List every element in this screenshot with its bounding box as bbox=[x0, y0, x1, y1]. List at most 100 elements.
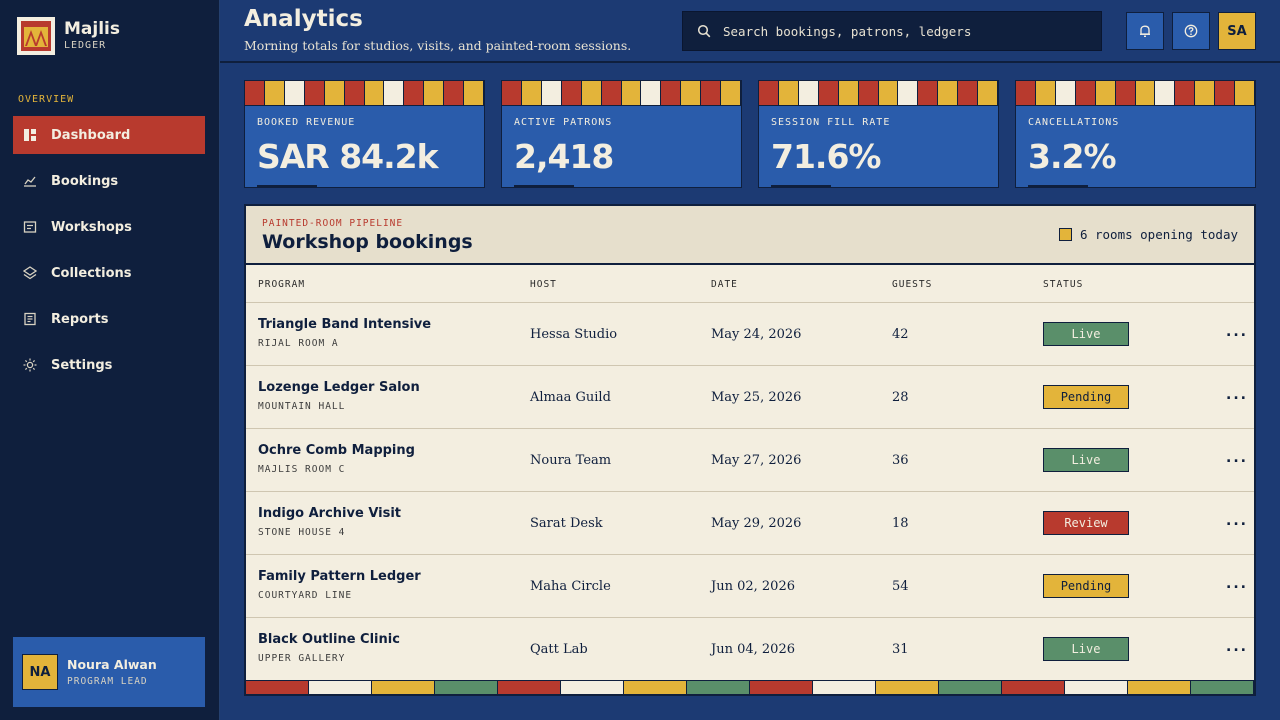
nav-section-label: OVERVIEW bbox=[18, 94, 75, 105]
kpi-label: SESSION FILL RATE bbox=[771, 117, 891, 128]
pattern-tile bbox=[309, 681, 372, 694]
date-cell: Jun 04, 2026 bbox=[711, 642, 795, 657]
majlis-logo-icon bbox=[17, 17, 55, 55]
pattern-tile bbox=[1175, 81, 1196, 105]
status-badge: Pending bbox=[1043, 385, 1129, 409]
kpi-value: SAR 84.2k bbox=[257, 137, 439, 176]
status-badge: Live bbox=[1043, 322, 1129, 346]
kpi-pattern-strip bbox=[245, 81, 484, 106]
pattern-tile bbox=[372, 681, 435, 694]
pattern-tile bbox=[759, 81, 779, 105]
page-title: Analytics bbox=[244, 6, 363, 32]
pattern-tile bbox=[561, 681, 624, 694]
date-cell: May 29, 2026 bbox=[711, 516, 802, 531]
pattern-tile bbox=[324, 81, 345, 105]
sidebar-item-workshops[interactable]: Workshops bbox=[13, 208, 205, 246]
sidebar-item-dashboard[interactable]: Dashboard bbox=[13, 116, 205, 154]
row-more-button[interactable]: ... bbox=[1226, 513, 1248, 529]
kpi-card-session-fill-rate: SESSION FILL RATE 71.6% bbox=[758, 80, 999, 188]
sidebar-item-label: Bookings bbox=[51, 173, 119, 189]
sidebar-item-bookings[interactable]: Bookings bbox=[13, 162, 205, 200]
notifications-button[interactable] bbox=[1126, 12, 1164, 50]
sidebar-item-reports[interactable]: Reports bbox=[13, 300, 205, 338]
status-badge: Review bbox=[1043, 511, 1129, 535]
column-header-program[interactable]: PROGRAM bbox=[258, 279, 306, 290]
rooms-opening-legend: 6 rooms opening today bbox=[1058, 227, 1238, 242]
pattern-tile bbox=[601, 81, 622, 105]
kpi-label: ACTIVE PATRONS bbox=[514, 117, 613, 128]
user-card[interactable]: NA Noura Alwan PROGRAM LEAD bbox=[13, 637, 205, 707]
sidebar-item-settings[interactable]: Settings bbox=[13, 346, 205, 384]
kpi-pattern-strip bbox=[502, 81, 741, 106]
pattern-tile bbox=[344, 81, 365, 105]
pattern-tile bbox=[1215, 81, 1236, 105]
pattern-tile bbox=[721, 81, 741, 105]
guests-cell: 54 bbox=[892, 579, 909, 594]
program-cell: Ochre Comb Mapping MAJLIS ROOM C bbox=[258, 443, 415, 475]
pattern-tile bbox=[1135, 81, 1156, 105]
footer-pattern-strip bbox=[246, 680, 1254, 694]
pattern-tile bbox=[364, 81, 385, 105]
column-header-guests[interactable]: GUESTS bbox=[892, 279, 933, 290]
pattern-tile bbox=[858, 81, 879, 105]
program-room: UPPER GALLERY bbox=[258, 653, 346, 664]
layers-icon bbox=[23, 266, 37, 280]
pattern-tile bbox=[245, 81, 265, 105]
pattern-tile bbox=[798, 81, 819, 105]
page-subtitle: Morning totals for studios, visits, and … bbox=[244, 38, 632, 53]
program-cell: Family Pattern Ledger COURTYARD LINE bbox=[258, 569, 421, 601]
sidebar-item-label: Dashboard bbox=[51, 127, 131, 143]
table-row[interactable]: Triangle Band Intensive RIJAL ROOM A Hessa… bbox=[246, 303, 1254, 366]
search-bar[interactable] bbox=[682, 11, 1102, 51]
sun-gear-icon bbox=[23, 358, 37, 372]
program-name: Family Pattern Ledger bbox=[258, 569, 421, 584]
pattern-tile bbox=[521, 81, 542, 105]
column-header-status[interactable]: STATUS bbox=[1043, 279, 1084, 290]
chart-line-icon bbox=[24, 176, 36, 187]
table-row[interactable]: Ochre Comb Mapping MAJLIS ROOM C Noura Tea… bbox=[246, 429, 1254, 492]
help-button[interactable] bbox=[1172, 12, 1210, 50]
pattern-tile bbox=[750, 681, 813, 694]
row-more-button[interactable]: ... bbox=[1226, 639, 1248, 655]
pattern-tile bbox=[818, 81, 839, 105]
pattern-tile bbox=[621, 81, 642, 105]
pattern-tile bbox=[978, 81, 998, 105]
search-input[interactable] bbox=[723, 23, 1083, 39]
kpi-card-booked-revenue: BOOKED REVENUE SAR 84.2k bbox=[244, 80, 485, 188]
program-name: Black Outline Clinic bbox=[258, 632, 400, 647]
row-more-button[interactable]: ... bbox=[1226, 324, 1248, 340]
table-row[interactable]: Family Pattern Ledger COURTYARD LINE Maha … bbox=[246, 555, 1254, 618]
row-more-button[interactable]: ... bbox=[1226, 450, 1248, 466]
panel-header: PAINTED-ROOM PIPELINE Workshop bookings … bbox=[246, 206, 1254, 265]
host-cell: Maha Circle bbox=[530, 579, 611, 594]
table-row[interactable]: Lozenge Ledger Salon MOUNTAIN HALL Almaa G… bbox=[246, 366, 1254, 429]
brand-name: Majlis bbox=[64, 19, 120, 39]
sidebar-item-label: Settings bbox=[51, 357, 113, 373]
row-more-button[interactable]: ... bbox=[1226, 576, 1248, 592]
program-name: Indigo Archive Visit bbox=[258, 506, 402, 521]
host-cell: Hessa Studio bbox=[530, 327, 618, 342]
report-icon bbox=[24, 312, 36, 326]
brand[interactable]: Majlis LEDGER bbox=[17, 17, 120, 55]
guests-cell: 18 bbox=[892, 516, 909, 531]
pattern-tile bbox=[1155, 81, 1176, 105]
program-name: Ochre Comb Mapping bbox=[258, 443, 415, 458]
pattern-tile bbox=[284, 81, 305, 105]
row-more-button[interactable]: ... bbox=[1226, 387, 1248, 403]
sidebar-item-label: Reports bbox=[51, 311, 109, 327]
account-avatar-button[interactable]: SA bbox=[1218, 12, 1256, 50]
table-row[interactable]: Indigo Archive Visit STONE HOUSE 4 Sarat D… bbox=[246, 492, 1254, 555]
kpi-accent-bar bbox=[514, 185, 574, 187]
sidebar-item-label: Workshops bbox=[51, 219, 132, 235]
column-header-date[interactable]: DATE bbox=[711, 279, 738, 290]
avatar: NA bbox=[22, 654, 58, 690]
table-row[interactable]: Black Outline Clinic UPPER GALLERY Qatt La… bbox=[246, 618, 1254, 681]
column-header-host[interactable]: HOST bbox=[530, 279, 557, 290]
pattern-tile bbox=[918, 81, 939, 105]
pattern-tile bbox=[813, 681, 876, 694]
panel-eyebrow: PAINTED-ROOM PIPELINE bbox=[262, 218, 404, 229]
sidebar-item-collections[interactable]: Collections bbox=[13, 254, 205, 292]
program-name: Lozenge Ledger Salon bbox=[258, 380, 420, 395]
kpi-pattern-strip bbox=[759, 81, 998, 106]
pattern-tile bbox=[878, 81, 899, 105]
